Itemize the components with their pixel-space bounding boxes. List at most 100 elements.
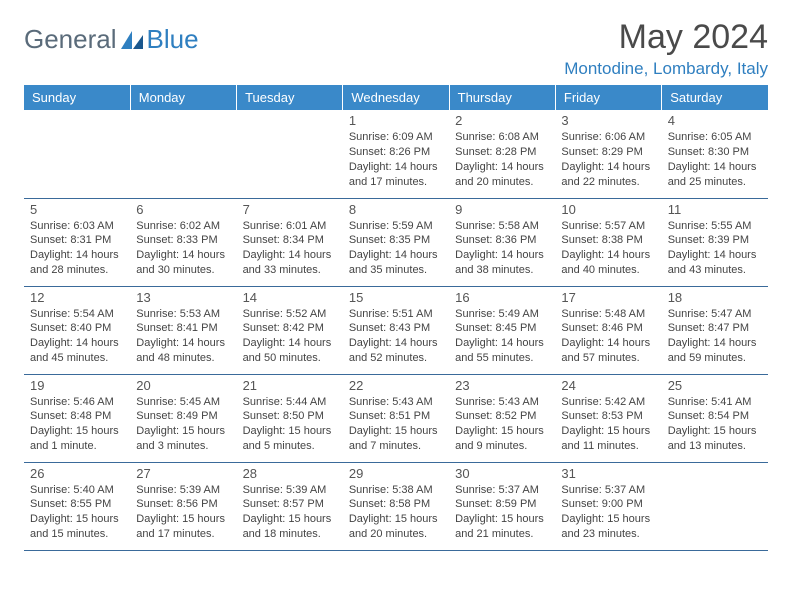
location: Montodine, Lombardy, Italy: [564, 59, 768, 79]
calendar-cell: 3Sunrise: 6:06 AMSunset: 8:29 PMDaylight…: [555, 110, 661, 198]
daylight-line-2: and 55 minutes.: [455, 351, 549, 366]
day-number: 1: [349, 113, 443, 128]
daylight-line-2: and 59 minutes.: [668, 351, 762, 366]
sunrise-line: Sunrise: 5:55 AM: [668, 219, 762, 234]
calendar-table: SundayMondayTuesdayWednesdayThursdayFrid…: [24, 85, 768, 551]
calendar-row: 1Sunrise: 6:09 AMSunset: 8:26 PMDaylight…: [24, 110, 768, 198]
sunrise-line: Sunrise: 5:41 AM: [668, 395, 762, 410]
calendar-cell-empty: [237, 110, 343, 198]
calendar-cell: 31Sunrise: 5:37 AMSunset: 9:00 PMDayligh…: [555, 462, 661, 550]
weekday-header: Wednesday: [343, 85, 449, 110]
day-number: 14: [243, 290, 337, 305]
daylight-line-1: Daylight: 15 hours: [349, 424, 443, 439]
calendar-cell: 17Sunrise: 5:48 AMSunset: 8:46 PMDayligh…: [555, 286, 661, 374]
calendar-cell: 22Sunrise: 5:43 AMSunset: 8:51 PMDayligh…: [343, 374, 449, 462]
sunrise-line: Sunrise: 5:59 AM: [349, 219, 443, 234]
daylight-line-2: and 28 minutes.: [30, 263, 124, 278]
day-number: 10: [561, 202, 655, 217]
sunset-line: Sunset: 8:36 PM: [455, 233, 549, 248]
daylight-line-2: and 17 minutes.: [136, 527, 230, 542]
calendar-row: 5Sunrise: 6:03 AMSunset: 8:31 PMDaylight…: [24, 198, 768, 286]
sunset-line: Sunset: 8:30 PM: [668, 145, 762, 160]
weekday-header: Sunday: [24, 85, 130, 110]
calendar-cell: 1Sunrise: 6:09 AMSunset: 8:26 PMDaylight…: [343, 110, 449, 198]
daylight-line-1: Daylight: 14 hours: [561, 160, 655, 175]
calendar-cell: 30Sunrise: 5:37 AMSunset: 8:59 PMDayligh…: [449, 462, 555, 550]
sunrise-line: Sunrise: 5:37 AM: [455, 483, 549, 498]
daylight-line-1: Daylight: 15 hours: [455, 512, 549, 527]
daylight-line-2: and 22 minutes.: [561, 175, 655, 190]
daylight-line-2: and 30 minutes.: [136, 263, 230, 278]
logo-text-blue: Blue: [147, 24, 199, 55]
daylight-line-2: and 11 minutes.: [561, 439, 655, 454]
calendar-cell: 19Sunrise: 5:46 AMSunset: 8:48 PMDayligh…: [24, 374, 130, 462]
weekday-header: Tuesday: [237, 85, 343, 110]
calendar-cell: 24Sunrise: 5:42 AMSunset: 8:53 PMDayligh…: [555, 374, 661, 462]
daylight-line-1: Daylight: 15 hours: [561, 512, 655, 527]
day-number: 23: [455, 378, 549, 393]
logo-text-general: General: [24, 24, 117, 55]
calendar-cell: 10Sunrise: 5:57 AMSunset: 8:38 PMDayligh…: [555, 198, 661, 286]
calendar-cell: 5Sunrise: 6:03 AMSunset: 8:31 PMDaylight…: [24, 198, 130, 286]
daylight-line-1: Daylight: 14 hours: [243, 248, 337, 263]
day-number: 13: [136, 290, 230, 305]
sunrise-line: Sunrise: 5:37 AM: [561, 483, 655, 498]
sunrise-line: Sunrise: 5:54 AM: [30, 307, 124, 322]
daylight-line-2: and 57 minutes.: [561, 351, 655, 366]
daylight-line-2: and 20 minutes.: [349, 527, 443, 542]
sunset-line: Sunset: 8:35 PM: [349, 233, 443, 248]
daylight-line-1: Daylight: 14 hours: [136, 336, 230, 351]
day-number: 22: [349, 378, 443, 393]
daylight-line-1: Daylight: 14 hours: [30, 336, 124, 351]
daylight-line-2: and 1 minute.: [30, 439, 124, 454]
sunrise-line: Sunrise: 5:43 AM: [455, 395, 549, 410]
calendar-cell-empty: [130, 110, 236, 198]
calendar-cell: 23Sunrise: 5:43 AMSunset: 8:52 PMDayligh…: [449, 374, 555, 462]
sunset-line: Sunset: 8:48 PM: [30, 409, 124, 424]
logo-sail-icon: [119, 29, 145, 51]
sunset-line: Sunset: 8:31 PM: [30, 233, 124, 248]
day-number: 11: [668, 202, 762, 217]
daylight-line-1: Daylight: 14 hours: [668, 248, 762, 263]
daylight-line-2: and 35 minutes.: [349, 263, 443, 278]
daylight-line-1: Daylight: 14 hours: [30, 248, 124, 263]
sunrise-line: Sunrise: 5:40 AM: [30, 483, 124, 498]
daylight-line-2: and 17 minutes.: [349, 175, 443, 190]
sunset-line: Sunset: 8:28 PM: [455, 145, 549, 160]
daylight-line-2: and 13 minutes.: [668, 439, 762, 454]
daylight-line-1: Daylight: 14 hours: [455, 160, 549, 175]
calendar-head: SundayMondayTuesdayWednesdayThursdayFrid…: [24, 85, 768, 110]
calendar-cell: 27Sunrise: 5:39 AMSunset: 8:56 PMDayligh…: [130, 462, 236, 550]
calendar-cell: 14Sunrise: 5:52 AMSunset: 8:42 PMDayligh…: [237, 286, 343, 374]
sunrise-line: Sunrise: 6:02 AM: [136, 219, 230, 234]
daylight-line-1: Daylight: 14 hours: [349, 248, 443, 263]
daylight-line-2: and 33 minutes.: [243, 263, 337, 278]
daylight-line-1: Daylight: 15 hours: [561, 424, 655, 439]
daylight-line-2: and 7 minutes.: [349, 439, 443, 454]
daylight-line-2: and 38 minutes.: [455, 263, 549, 278]
day-number: 2: [455, 113, 549, 128]
sunrise-line: Sunrise: 5:49 AM: [455, 307, 549, 322]
daylight-line-1: Daylight: 14 hours: [136, 248, 230, 263]
daylight-line-2: and 9 minutes.: [455, 439, 549, 454]
day-number: 20: [136, 378, 230, 393]
day-number: 28: [243, 466, 337, 481]
calendar-cell: 20Sunrise: 5:45 AMSunset: 8:49 PMDayligh…: [130, 374, 236, 462]
calendar-cell: 25Sunrise: 5:41 AMSunset: 8:54 PMDayligh…: [662, 374, 768, 462]
weekday-header: Friday: [555, 85, 661, 110]
daylight-line-2: and 40 minutes.: [561, 263, 655, 278]
sunrise-line: Sunrise: 5:58 AM: [455, 219, 549, 234]
sunrise-line: Sunrise: 5:43 AM: [349, 395, 443, 410]
title-block: May 2024 Montodine, Lombardy, Italy: [564, 18, 768, 79]
daylight-line-2: and 5 minutes.: [243, 439, 337, 454]
sunrise-line: Sunrise: 5:45 AM: [136, 395, 230, 410]
day-number: 30: [455, 466, 549, 481]
day-number: 27: [136, 466, 230, 481]
weekday-header: Saturday: [662, 85, 768, 110]
sunset-line: Sunset: 8:40 PM: [30, 321, 124, 336]
sunset-line: Sunset: 8:54 PM: [668, 409, 762, 424]
sunset-line: Sunset: 8:29 PM: [561, 145, 655, 160]
sunrise-line: Sunrise: 5:57 AM: [561, 219, 655, 234]
day-number: 9: [455, 202, 549, 217]
sunset-line: Sunset: 9:00 PM: [561, 497, 655, 512]
